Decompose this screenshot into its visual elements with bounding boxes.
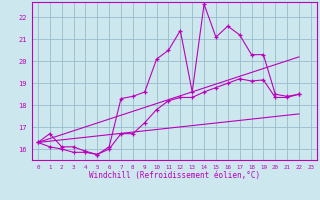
X-axis label: Windchill (Refroidissement éolien,°C): Windchill (Refroidissement éolien,°C) bbox=[89, 171, 260, 180]
